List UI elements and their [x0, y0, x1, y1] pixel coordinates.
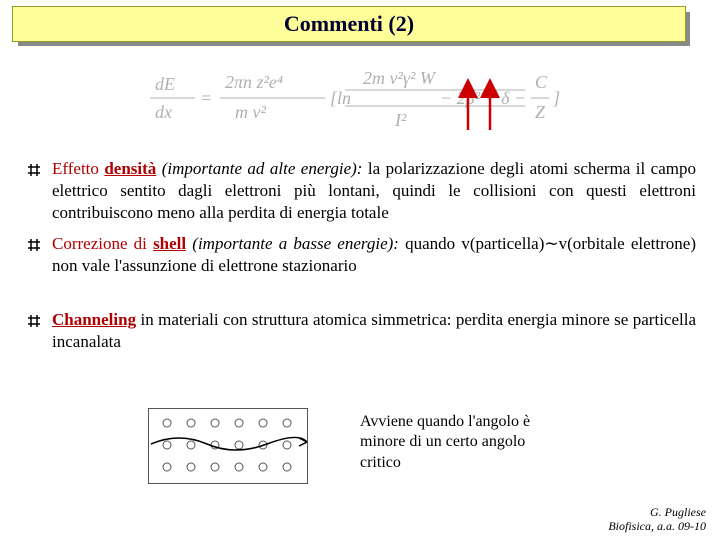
footer-author: G. Pugliese	[650, 505, 706, 519]
bullet-marker-icon	[24, 237, 44, 253]
diagram-caption: Avviene quando l'angolo è minore di un c…	[360, 412, 620, 473]
slide-title: Commenti (2)	[12, 6, 686, 42]
svg-text:2m v²γ² W: 2m v²γ² W	[363, 68, 437, 88]
svg-text:2πn z²e⁴: 2πn z²e⁴	[225, 72, 283, 92]
svg-text:[ln: [ln	[330, 88, 351, 108]
svg-text:dx: dx	[155, 102, 172, 122]
footer-course: Biofisica, a.a. 09-10	[608, 519, 706, 533]
bullet-item: Effetto densità (importante ad alte ener…	[24, 158, 696, 223]
caption-line: minore di un certo angolo	[360, 433, 525, 450]
highlight-arrows	[462, 80, 522, 145]
channeling-diagram	[148, 408, 308, 484]
bullet-italic: (importante ad alte energie):	[156, 159, 362, 178]
svg-text:m v²: m v²	[235, 102, 266, 122]
bullet-rest: in materiali con struttura atomica simme…	[52, 310, 696, 351]
bullet-lead: Correzione di	[52, 234, 153, 253]
bullet-marker-icon	[24, 313, 44, 329]
caption-line: critico	[360, 454, 401, 471]
svg-text:=: =	[200, 88, 212, 108]
bullet-underline: Channeling	[52, 310, 136, 329]
bullet-underline: shell	[153, 234, 186, 253]
svg-text:I²: I²	[394, 110, 407, 130]
bullet-marker-icon	[24, 162, 44, 178]
svg-text:Z: Z	[535, 102, 546, 122]
svg-text:dE: dE	[155, 74, 175, 94]
caption-line: Avviene quando l'angolo è	[360, 413, 530, 430]
bullet-item: Channeling in materiali con struttura at…	[24, 309, 696, 353]
bullet-item: Correzione di shell (importante a basse …	[24, 233, 696, 277]
bullet-lead: Effetto	[52, 159, 104, 178]
bullet-list: Effetto densità (importante ad alte ener…	[24, 158, 696, 362]
svg-text:C: C	[535, 72, 548, 92]
svg-text:]: ]	[552, 88, 560, 108]
bullet-underline: densità	[104, 159, 156, 178]
bullet-italic: (importante a basse energie):	[186, 234, 399, 253]
slide-footer: G. Pugliese Biofisica, a.a. 09-10	[608, 506, 706, 534]
